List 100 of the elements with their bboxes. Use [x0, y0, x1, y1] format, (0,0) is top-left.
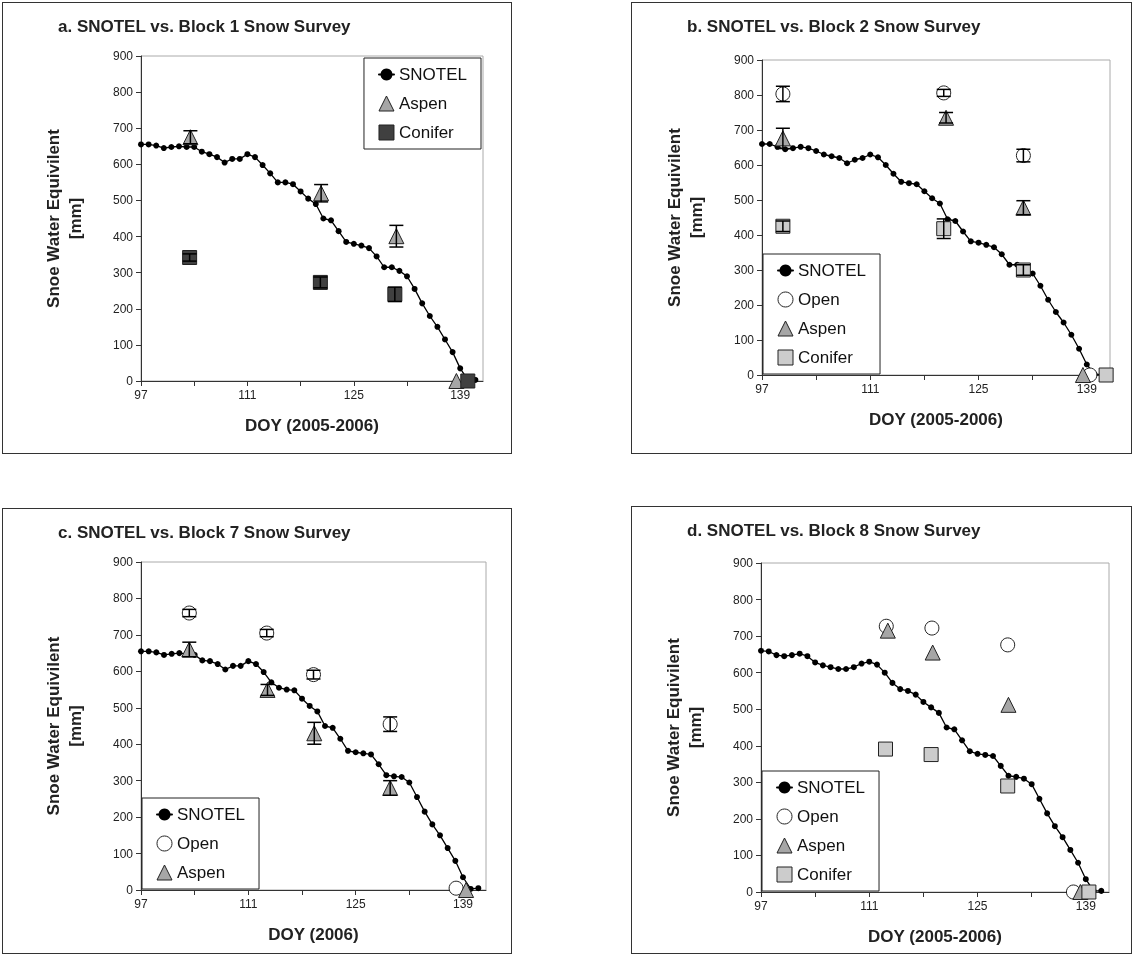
y-tick-label: 200	[732, 811, 754, 826]
x-tick-label: 125	[968, 382, 989, 396]
legend-label: Aspen	[798, 319, 847, 338]
point	[788, 652, 795, 659]
point	[967, 238, 974, 245]
point	[912, 691, 919, 698]
y-tick-label: 400	[112, 229, 134, 244]
y-tick-label: 400	[732, 738, 754, 753]
x-tick-label: 139	[450, 388, 471, 402]
point	[1075, 859, 1082, 866]
point	[252, 154, 258, 161]
point	[328, 217, 334, 224]
point	[966, 748, 973, 755]
point	[935, 709, 942, 716]
point	[457, 365, 464, 372]
y-tick-label: 700	[112, 627, 134, 642]
point	[1006, 261, 1013, 268]
point	[419, 300, 426, 307]
point	[1060, 319, 1067, 326]
point	[297, 188, 304, 195]
point	[759, 141, 765, 147]
point	[1098, 887, 1105, 894]
point	[882, 162, 889, 168]
point	[383, 772, 390, 779]
point	[411, 285, 418, 292]
point	[897, 686, 904, 693]
point	[835, 666, 842, 673]
point	[426, 313, 433, 319]
point	[161, 651, 167, 658]
x-tick-label: 139	[1075, 899, 1097, 913]
point	[1045, 296, 1052, 303]
point	[236, 155, 243, 162]
y-tick-label: 100	[112, 337, 134, 352]
point	[797, 143, 804, 150]
legend-label: SNOTEL	[797, 778, 866, 797]
point	[352, 749, 359, 756]
point	[176, 143, 182, 150]
point	[898, 178, 905, 185]
y-tick-label: 300	[733, 263, 755, 277]
legend-label: Aspen	[398, 94, 448, 113]
point	[951, 726, 958, 733]
point	[244, 151, 251, 158]
point	[259, 162, 266, 169]
y-tick-label: 900	[733, 53, 755, 67]
x-tick-label: 125	[345, 897, 366, 911]
point	[1051, 823, 1058, 830]
point	[997, 762, 1004, 769]
point	[1098, 367, 1114, 383]
point	[813, 148, 820, 154]
point	[160, 145, 167, 152]
point	[929, 195, 936, 202]
point	[990, 753, 996, 760]
point	[444, 845, 451, 852]
point	[329, 724, 336, 731]
point	[773, 652, 780, 659]
point	[276, 684, 282, 691]
point	[889, 679, 896, 686]
point	[1083, 361, 1090, 368]
point	[1000, 778, 1016, 794]
y-tick-label: 0	[126, 883, 134, 897]
point	[345, 747, 351, 754]
point	[866, 658, 873, 665]
point	[429, 821, 436, 828]
point	[1081, 884, 1097, 900]
legend-label: Conifer	[797, 865, 853, 884]
y-tick-label: 800	[732, 592, 754, 607]
point	[214, 154, 220, 161]
point	[230, 662, 236, 669]
y-tick-label: 200	[112, 810, 134, 825]
x-tick-label: 111	[238, 388, 257, 402]
y-axis-title: Snoe Water Equivilent [mm]	[43, 636, 85, 816]
point	[1028, 781, 1035, 788]
point	[475, 885, 482, 892]
point	[448, 880, 464, 896]
point	[253, 661, 259, 668]
y-tick-label: 300	[112, 773, 134, 788]
y-tick-label: 900	[732, 556, 754, 570]
y-tick-label: 200	[733, 298, 755, 312]
point	[820, 151, 827, 158]
point	[1076, 345, 1083, 352]
point	[960, 228, 967, 235]
x-tick-label: 97	[755, 382, 769, 396]
y-tick-label: 400	[733, 228, 755, 242]
point	[290, 181, 296, 188]
point	[890, 170, 897, 177]
x-axis-title: DOY (2005-2006)	[245, 416, 379, 435]
point	[952, 218, 959, 224]
y-tick-label: 0	[747, 368, 755, 382]
y-tick-label: 100	[733, 333, 755, 347]
x-axis-title: DOY (2005-2006)	[869, 410, 1003, 429]
y-tick-label: 600	[732, 665, 754, 680]
y-tick-label: 900	[112, 49, 134, 63]
y-tick-label: 700	[732, 629, 754, 644]
point	[920, 698, 927, 705]
point	[267, 170, 274, 177]
chart-title: d. SNOTEL vs. Block 8 Snow Survey	[687, 521, 982, 540]
point	[796, 650, 803, 657]
point	[859, 155, 866, 161]
point	[207, 658, 213, 665]
point	[350, 240, 357, 247]
